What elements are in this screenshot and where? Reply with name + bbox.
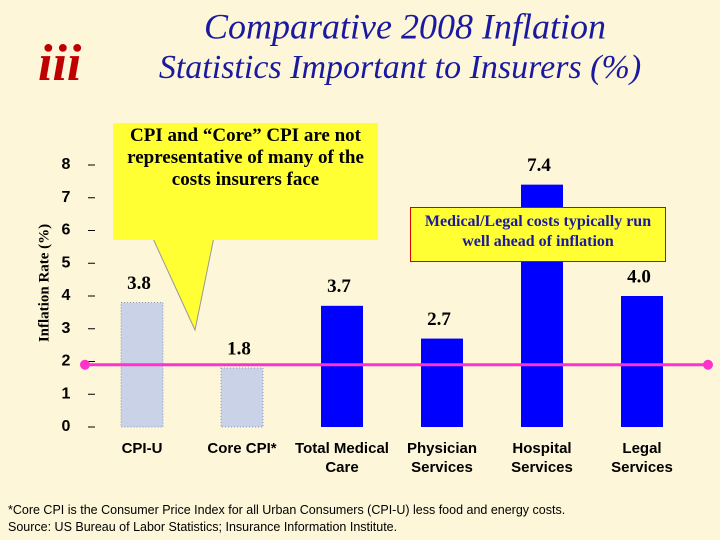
data-label: 4.0 (627, 266, 651, 287)
data-label: 2.7 (427, 309, 451, 330)
y-tick-label: 5 (62, 254, 71, 271)
reference-dot (703, 359, 713, 370)
footnote: Source: US Bureau of Labor Statistics; I… (8, 520, 398, 534)
data-label: 3.7 (327, 276, 351, 297)
x-tick-label: Hospital Services (511, 440, 573, 476)
data-label: 3.8 (127, 273, 151, 294)
x-tick-label: CPI-U (121, 440, 163, 457)
bar (321, 305, 363, 427)
y-tick-label: 1 (62, 385, 71, 402)
y-tick-label: 7 (62, 189, 71, 206)
data-label: 7.4 (527, 155, 551, 176)
x-tick-label: Legal Services (611, 440, 673, 476)
y-tick-label: 6 (62, 222, 71, 239)
footnotes: *Core CPI is the Consumer Price Index fo… (8, 502, 565, 536)
x-tick-label: Physician Services (406, 440, 478, 476)
footnote: *Core CPI is the Consumer Price Index fo… (8, 503, 566, 517)
x-tick-label: Total Medical Care (295, 440, 389, 476)
data-label: 1.8 (227, 338, 251, 359)
bar (421, 338, 463, 427)
bar (621, 296, 663, 427)
reference-dot (80, 359, 90, 370)
y-tick-label: 0 (62, 418, 71, 435)
chart-title: Comparative 2008 Inflation (204, 6, 606, 46)
callout: Medical/Legal costs typically run well a… (410, 207, 666, 262)
y-tick-label: 2 (62, 353, 71, 370)
callout: CPI and “Core” CPI are not representativ… (113, 123, 378, 240)
x-tick-label: Core CPI* (207, 440, 277, 457)
logo: iii (38, 35, 82, 92)
chart-subtitle: Statistics Important to Insurers (%) (159, 49, 641, 86)
y-axis-label: Inflation Rate (%) (36, 224, 52, 342)
y-tick-label: 3 (62, 320, 71, 337)
bar (220, 367, 264, 428)
y-tick-label: 4 (62, 287, 71, 304)
y-tick-label: 8 (62, 156, 71, 173)
